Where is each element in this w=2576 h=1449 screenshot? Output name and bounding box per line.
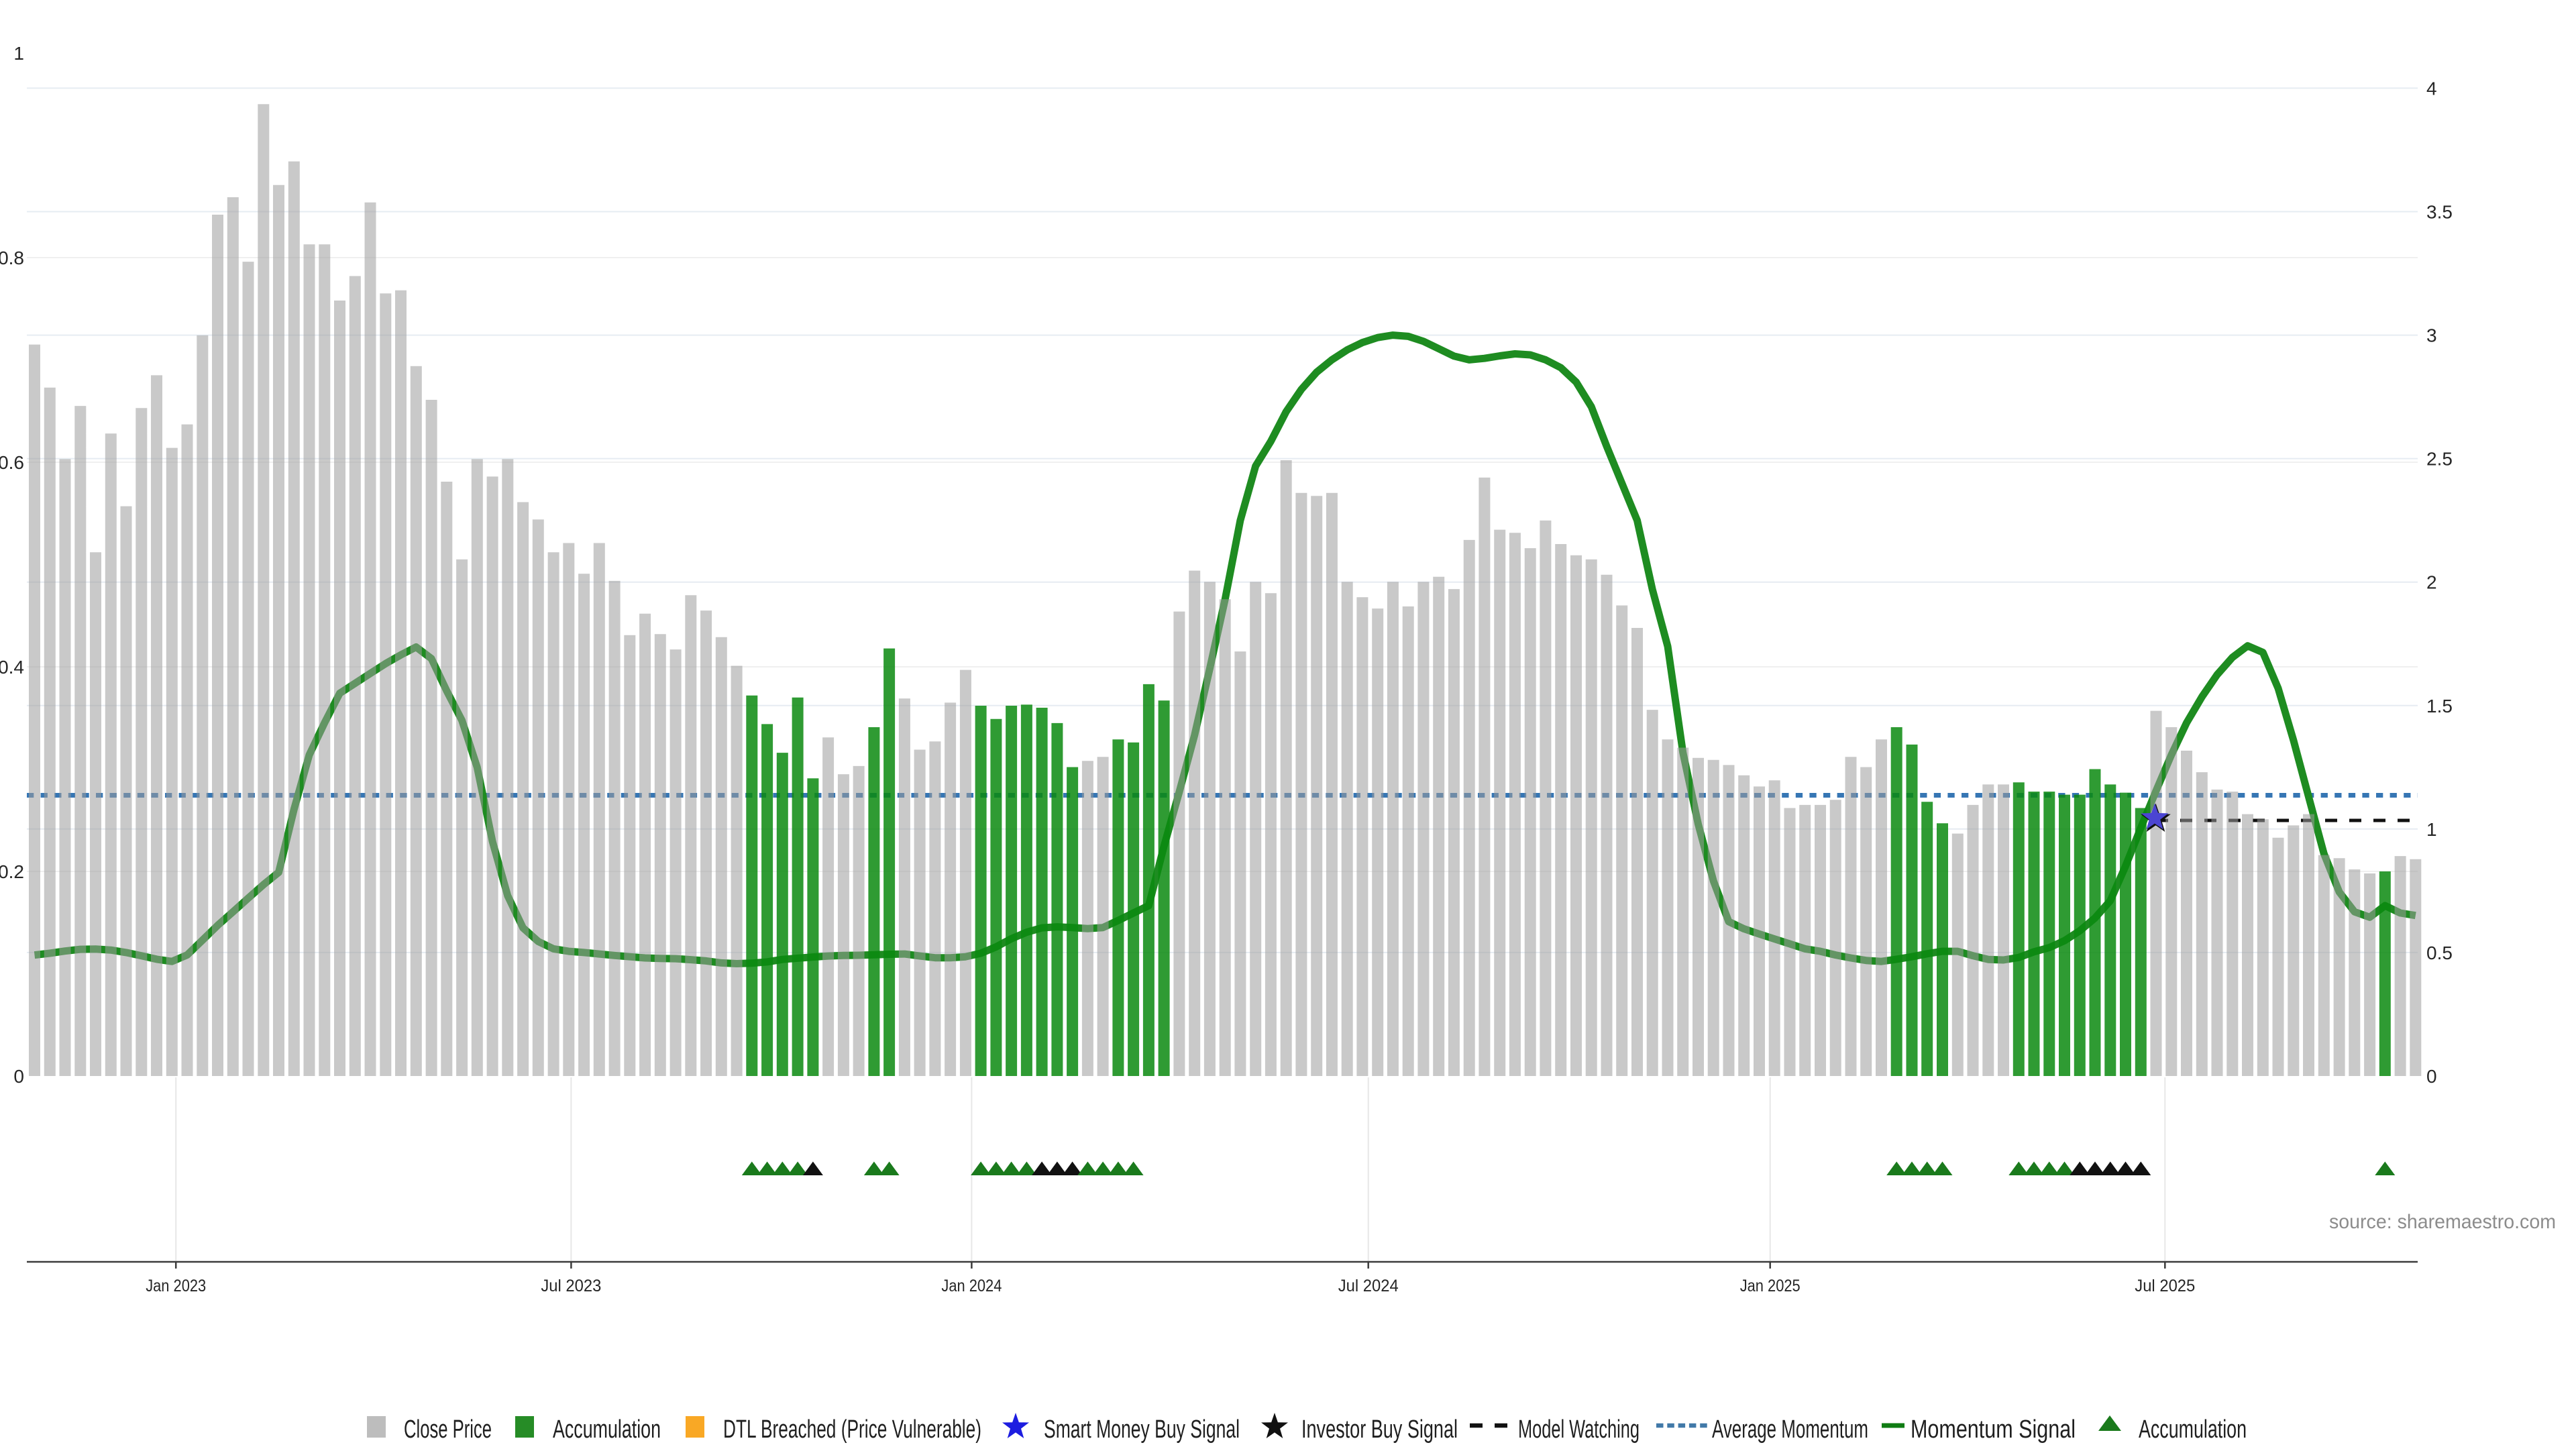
svg-text:DTL Breached (Price Vulnerable: DTL Breached (Price Vulnerable) [723,1415,981,1444]
svg-text:Jul 2025: Jul 2025 [2135,1277,2195,1295]
svg-text:Jan 2023: Jan 2023 [146,1277,206,1295]
svg-text:3: 3 [2426,325,2437,346]
svg-text:Jul 2023: Jul 2023 [541,1277,601,1295]
svg-text:2: 2 [2426,572,2437,593]
svg-text:Investor Buy Signal: Investor Buy Signal [1301,1415,1458,1444]
svg-text:Average Momentum: Average Momentum [1712,1415,1868,1444]
svg-text:0.5: 0.5 [2426,943,2453,963]
svg-text:2.5: 2.5 [2426,449,2453,470]
svg-text:0.6: 0.6 [0,452,24,473]
svg-text:Smart Money Buy Signal: Smart Money Buy Signal [1044,1415,1240,1444]
svg-text:0.8: 0.8 [0,248,24,268]
svg-text:Model Watching: Model Watching [1518,1415,1640,1444]
svg-text:Jan 2025: Jan 2025 [1740,1277,1801,1295]
svg-text:0.2: 0.2 [0,861,24,882]
svg-text:Close Price: Close Price [404,1415,492,1444]
svg-text:0: 0 [2426,1066,2437,1087]
svg-text:4: 4 [2426,78,2437,99]
svg-text:source: sharemaestro.com: source: sharemaestro.com [2329,1211,2556,1233]
svg-text:1.5: 1.5 [2426,696,2453,716]
svg-text:0: 0 [13,1066,24,1087]
svg-text:1: 1 [2426,819,2437,840]
svg-text:Accumulation: Accumulation [553,1415,661,1444]
svg-text:1: 1 [13,43,24,64]
svg-text:Momentum Signal: Momentum Signal [1911,1415,2076,1444]
svg-text:Accumulation: Accumulation [2139,1415,2247,1444]
svg-text:3.5: 3.5 [2426,202,2453,223]
svg-text:0.4: 0.4 [0,657,24,678]
svg-text:Jan 2024: Jan 2024 [941,1277,1002,1295]
svg-text:Jul 2024: Jul 2024 [1338,1277,1399,1295]
